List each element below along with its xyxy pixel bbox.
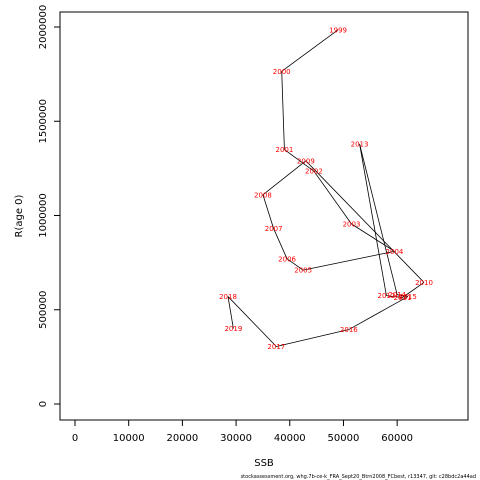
trajectory-segment bbox=[386, 295, 403, 298]
year-label: 2013 bbox=[351, 140, 369, 148]
y-tick-label: 500000 bbox=[38, 291, 49, 329]
y-axis-label: R(age 0) bbox=[14, 194, 25, 237]
x-tick-label: 30000 bbox=[220, 433, 252, 444]
y-tick-label: 0 bbox=[38, 401, 49, 407]
year-label: 2000 bbox=[273, 68, 291, 76]
data-series bbox=[227, 29, 425, 347]
trajectory-segment bbox=[262, 160, 307, 196]
year-label: 2014 bbox=[388, 291, 406, 299]
year-label: 2002 bbox=[305, 168, 323, 176]
x-tick-label: 50000 bbox=[328, 433, 360, 444]
trajectory-segment bbox=[348, 296, 409, 330]
trajectory-segment bbox=[281, 29, 339, 72]
plot-frame bbox=[59, 11, 469, 421]
trajectory-segment bbox=[227, 296, 234, 329]
year-label: 2003 bbox=[343, 220, 361, 228]
year-label: 2005 bbox=[294, 267, 312, 275]
trajectory-segment bbox=[305, 160, 425, 283]
x-tick-label: 0 bbox=[72, 433, 78, 444]
x-tick-label: 60000 bbox=[381, 433, 413, 444]
x-tick-label: 10000 bbox=[113, 433, 145, 444]
year-label: 2010 bbox=[415, 279, 433, 287]
year-label: 2019 bbox=[224, 325, 242, 333]
year-label: 2007 bbox=[265, 225, 283, 233]
trajectory-segment bbox=[273, 228, 288, 260]
year-label: 2017 bbox=[267, 343, 285, 351]
year-label: 2004 bbox=[386, 248, 404, 256]
trajectory-segment bbox=[313, 170, 352, 225]
year-label: 2015 bbox=[399, 293, 417, 301]
year-label: 2008 bbox=[254, 191, 272, 199]
x-tick-label: 40000 bbox=[274, 433, 306, 444]
year-label: 2016 bbox=[340, 326, 358, 334]
year-label: 2006 bbox=[278, 255, 296, 263]
trajectory-segment bbox=[359, 143, 387, 296]
trajectory-segment bbox=[359, 143, 398, 295]
trajectory-segment bbox=[227, 296, 277, 347]
trajectory-segment bbox=[303, 250, 395, 271]
x-axis-label: SSB bbox=[254, 458, 274, 469]
y-tick-label: 1000000 bbox=[38, 193, 49, 238]
y-axis-ticks: 0 500000 1000000 1500000 2000000 bbox=[38, 5, 60, 407]
year-label: 2011 bbox=[394, 294, 412, 302]
year-label: 2001 bbox=[275, 146, 293, 154]
trajectory-segment bbox=[397, 294, 408, 297]
footer-credit: stockassessment.org, whg.7b-ce-k_FRA_Sep… bbox=[241, 474, 476, 480]
trajectory-segment bbox=[286, 258, 304, 271]
year-label: 2012 bbox=[378, 292, 396, 300]
trajectory-segment bbox=[351, 223, 395, 252]
year-label: 2018 bbox=[219, 293, 237, 301]
trajectory-segment bbox=[402, 282, 425, 298]
year-label: 1999 bbox=[329, 26, 347, 34]
y-tick-label: 1500000 bbox=[38, 99, 49, 144]
trajectory-segment bbox=[284, 149, 315, 172]
x-axis-ticks: 0 10000 20000 30000 40000 50000 60000 bbox=[72, 420, 413, 444]
trajectory-segment bbox=[262, 194, 275, 229]
year-label: 2009 bbox=[297, 157, 315, 165]
x-tick-label: 20000 bbox=[166, 433, 198, 444]
year-labels: 1999 2000 2001 2002 2003 2004 2005 2006 2007 2008… bbox=[219, 26, 433, 351]
trajectory-segment bbox=[281, 71, 285, 150]
y-tick-label: 2000000 bbox=[38, 5, 49, 50]
trajectory-segment bbox=[276, 329, 349, 347]
